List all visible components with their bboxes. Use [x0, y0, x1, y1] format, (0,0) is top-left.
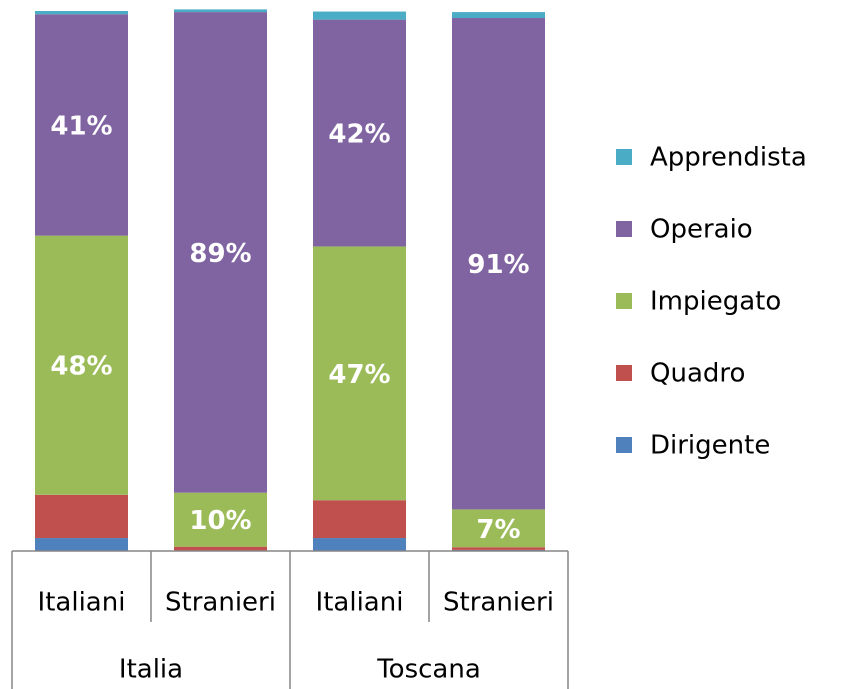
- bar-segment: [35, 538, 128, 551]
- bar-segment: [452, 18, 545, 510]
- bar-segment: [313, 500, 406, 539]
- bar-segment: [35, 494, 128, 539]
- x-tick-label: Italiani: [38, 588, 126, 618]
- bar-segment: [313, 538, 406, 551]
- legend-swatch: [616, 365, 632, 381]
- bar-segment: [35, 235, 128, 495]
- x-tick-label: Stranieri: [443, 588, 554, 618]
- bar-segment: [35, 11, 128, 15]
- bar-segment: [313, 19, 406, 247]
- legend-label: Impiegato: [650, 287, 781, 317]
- data-label: 91%: [467, 250, 529, 280]
- bar-segment: [452, 12, 545, 19]
- data-label: 42%: [328, 120, 390, 150]
- group-label: Italia: [119, 655, 183, 685]
- data-label: 41%: [50, 111, 112, 141]
- bar-segment: [35, 14, 128, 236]
- legend-label: Quadro: [650, 359, 745, 389]
- legend-swatch: [616, 149, 632, 165]
- bar-segment: [452, 509, 545, 548]
- bar-segment: [174, 9, 267, 13]
- bar-segment: [174, 12, 267, 493]
- x-tick-label: Stranieri: [165, 588, 276, 618]
- legend-swatch: [616, 293, 632, 309]
- bar-segment: [174, 546, 267, 551]
- bar-segment: [313, 11, 406, 20]
- bar-segment: [313, 246, 406, 501]
- legend-swatch: [616, 221, 632, 237]
- legend-label: Dirigente: [650, 431, 770, 461]
- x-tick-label: Italiani: [316, 588, 404, 618]
- legend-swatch: [616, 437, 632, 453]
- data-label: 10%: [189, 506, 251, 536]
- bar-segment: [452, 547, 545, 550]
- data-label: 48%: [50, 352, 112, 382]
- data-label: 47%: [328, 360, 390, 390]
- data-label: 7%: [476, 515, 520, 545]
- group-label: Toscana: [376, 655, 481, 685]
- legend-label: Operaio: [650, 215, 753, 245]
- bar-segment: [174, 492, 267, 547]
- legend-label: Apprendista: [650, 143, 807, 173]
- data-label: 89%: [189, 239, 251, 269]
